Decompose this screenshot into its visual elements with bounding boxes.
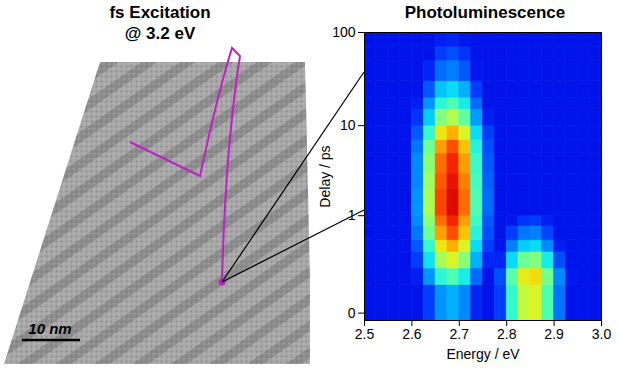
svg-text:2.7: 2.7 [450, 326, 470, 342]
svg-text:Delay / ps: Delay / ps [317, 145, 333, 207]
svg-text:2.8: 2.8 [497, 326, 517, 342]
svg-text:10 nm: 10 nm [28, 320, 71, 337]
svg-text:1: 1 [348, 207, 356, 223]
html-text:@ 3.2 eV: @ 3.2 eV [124, 24, 196, 43]
html-text:fs Excitation: fs Excitation [109, 3, 211, 22]
svg-text:2.5: 2.5 [355, 326, 375, 342]
html-text:Photoluminescence: Photoluminescence [404, 3, 566, 22]
svg-text:2.9: 2.9 [544, 326, 564, 342]
svg-text:100: 100 [332, 24, 356, 40]
svg-text:3.0: 3.0 [592, 326, 612, 342]
svg-text:Energy / eV: Energy / eV [446, 346, 520, 362]
svg-text:2.6: 2.6 [402, 326, 422, 342]
svg-text:10: 10 [340, 117, 356, 133]
svg-text:0: 0 [348, 305, 356, 321]
